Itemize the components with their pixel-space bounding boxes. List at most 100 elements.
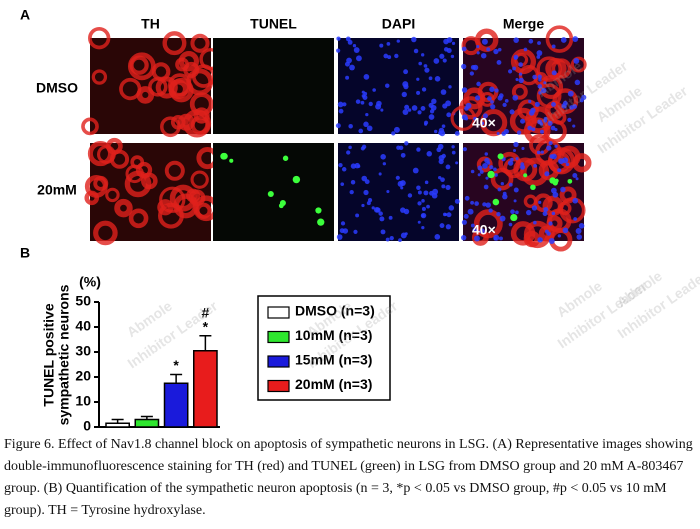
tunel-spot [317, 218, 325, 226]
nucleus [348, 124, 353, 129]
nucleus [470, 200, 475, 205]
y-unit: (%) [79, 274, 101, 290]
nucleus [434, 234, 441, 240]
nucleus [442, 58, 447, 63]
nucleus [383, 53, 389, 59]
nucleus [472, 227, 477, 233]
nucleus [438, 154, 445, 161]
nucleus [572, 197, 579, 204]
nucleus [366, 125, 373, 132]
nucleus [572, 173, 578, 178]
column-header: TH [141, 16, 160, 32]
nucleus [499, 215, 506, 222]
nucleus [561, 103, 567, 109]
cell [169, 184, 197, 212]
nucleus [528, 99, 532, 104]
nucleus [338, 162, 343, 168]
nucleus [349, 189, 354, 195]
nucleus [560, 186, 566, 193]
micrograph [81, 26, 222, 138]
nucleus [420, 212, 427, 219]
nucleus [527, 125, 533, 131]
nucleus [523, 47, 528, 52]
cell [511, 83, 528, 100]
column-header: TUNEL [250, 16, 297, 32]
nucleus [496, 60, 502, 65]
nucleus [441, 124, 446, 128]
nucleus [576, 234, 583, 240]
nucleus [428, 114, 435, 120]
cell [159, 186, 186, 213]
nucleus [355, 99, 361, 104]
tunel-spot [492, 198, 500, 206]
tunel-spot [315, 207, 322, 214]
nucleus [536, 50, 543, 56]
nucleus [363, 74, 370, 80]
nucleus [546, 145, 552, 151]
nucleus [335, 123, 341, 129]
nucleus [503, 128, 509, 135]
nucleus [463, 213, 469, 219]
nucleus [500, 182, 504, 186]
tunel-spot [487, 170, 495, 179]
nucleus [416, 147, 421, 152]
nucleus [365, 112, 369, 117]
nucleus [442, 103, 448, 109]
nucleus [346, 150, 351, 155]
nucleus [424, 180, 429, 185]
y-axis-label: TUNEL positive [41, 303, 57, 406]
cell [84, 190, 100, 206]
nucleus [470, 223, 475, 228]
cell [510, 221, 536, 246]
tunel-spot [282, 155, 289, 161]
cell [81, 117, 99, 136]
nucleus [476, 44, 480, 49]
nucleus [537, 74, 542, 79]
micrograph-bg [338, 38, 459, 134]
nucleus [446, 212, 452, 218]
nucleus [513, 199, 517, 203]
nucleus [502, 193, 508, 200]
nucleus [398, 238, 402, 243]
nucleus [385, 83, 390, 88]
nucleus [401, 91, 407, 98]
nucleus [493, 167, 497, 172]
nucleus [508, 222, 513, 227]
cell [136, 86, 155, 104]
nucleus [557, 234, 561, 238]
nucleus [531, 205, 538, 211]
nucleus [479, 228, 485, 234]
nucleus [490, 100, 494, 104]
nucleus [572, 124, 576, 128]
nucleus [421, 226, 425, 230]
nucleus [353, 47, 360, 53]
nucleus [480, 52, 487, 59]
nucleus [460, 234, 467, 241]
magnification: 40× [472, 222, 496, 238]
nucleus [489, 165, 494, 170]
nucleus [440, 177, 445, 183]
nucleus [386, 42, 391, 46]
tunel-spot [549, 177, 556, 184]
nucleus [487, 96, 492, 101]
nucleus [461, 63, 467, 70]
cell [570, 56, 587, 73]
nucleus [538, 78, 542, 82]
nucleus [548, 141, 553, 146]
nucleus [551, 44, 556, 49]
cell [190, 33, 210, 53]
nucleus [395, 175, 400, 180]
bar [193, 350, 218, 428]
nucleus [482, 162, 488, 169]
nucleus [528, 38, 534, 44]
nucleus [445, 184, 451, 190]
nucleus [438, 130, 443, 136]
nucleus [400, 152, 406, 158]
nucleus [413, 48, 419, 54]
tunel-spot [497, 153, 504, 160]
nucleus [544, 229, 549, 234]
nucleus [574, 79, 581, 86]
nucleus [496, 211, 501, 217]
nucleus [494, 88, 499, 93]
